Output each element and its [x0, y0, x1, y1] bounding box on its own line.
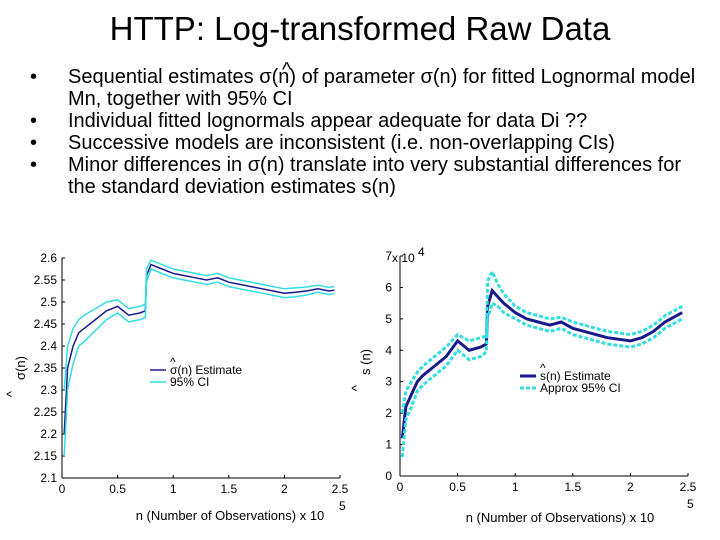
bullet-item: • Minor differences in σ(n) translate int… — [30, 154, 710, 198]
estimate-line — [63, 263, 335, 435]
y-tick-label: 4 — [385, 343, 392, 357]
y-tick-label: 2.1 — [40, 471, 57, 485]
y-tick-label: 2.55 — [34, 273, 58, 287]
legend-label-estimate: s(n) Estimate — [540, 369, 611, 383]
x-axis-exponent: 5 — [687, 497, 694, 511]
x-tick-label: 1.5 — [220, 482, 237, 496]
x-tick-label: 2.5 — [680, 480, 697, 494]
y-tick-label: 2 — [385, 406, 392, 420]
legend-label-ci: Approx 95% CI — [540, 381, 621, 395]
y-tick-label: 2.4 — [40, 339, 57, 353]
x-tick-label: 0.5 — [109, 482, 126, 496]
y-axis-label: σ(n) — [13, 356, 28, 380]
legend-label-ci: 95% CI — [170, 375, 209, 389]
x-tick-label: 1 — [512, 480, 519, 494]
x-axis-label: n (Number of Observations) x 10 — [466, 510, 655, 525]
x-tick-label: 0 — [59, 482, 66, 496]
bullet-dot: • — [30, 66, 38, 88]
x-axis-label: n (Number of Observations) x 10 — [136, 508, 325, 523]
y-axis-label: s (n) — [358, 349, 373, 375]
x-tick-label: 1.5 — [564, 480, 581, 494]
ci-line — [400, 268, 683, 414]
estimate-line — [400, 287, 683, 439]
x-tick-label: 2 — [281, 482, 288, 496]
y-tick-label: 2.5 — [40, 295, 57, 309]
y-tick-label: 3 — [385, 375, 392, 389]
ci-line — [63, 259, 335, 391]
y-tick-label: 5 — [385, 312, 392, 326]
y-tick-label: 2.3 — [40, 383, 57, 397]
hat-accent: ^ — [282, 59, 292, 81]
bullet-text: Successive models are inconsistent (i.e.… — [68, 132, 615, 154]
y-tick-label: 7 — [385, 249, 392, 263]
y-axis-label-hat: ^ — [4, 390, 19, 397]
bullet-dot: • — [30, 132, 38, 154]
bullet-list: • Sequential estimates σ(n) of parameter … — [30, 66, 710, 198]
bullet-item: • Successive models are inconsistent (i.e… — [30, 132, 710, 154]
bullet-dot: • — [30, 154, 38, 176]
x-tick-label: 0 — [397, 480, 404, 494]
legend-hat: ^ — [170, 355, 176, 369]
y-tick-label: 2.45 — [34, 317, 58, 331]
y-tick-label: 2.6 — [40, 251, 57, 265]
y-tick-label: 2.25 — [34, 405, 58, 419]
legend-label-estimate: σ(n) Estimate — [170, 363, 242, 377]
bullet-item: • Individual fitted lognormals appear ade… — [30, 110, 710, 132]
y-multiplier: x 10 — [392, 251, 415, 265]
y-tick-label: 2.15 — [34, 449, 58, 463]
ci-line — [63, 268, 335, 457]
bullet-text: Individual fitted lognormals appear adeq… — [68, 110, 588, 132]
bullet-dot: • — [30, 110, 38, 132]
legend-hat: ^ — [540, 361, 546, 375]
y-tick-label: 1 — [385, 438, 392, 452]
bullet-text: Minor differences in σ(n) translate into… — [68, 154, 682, 198]
x-tick-label: 2.5 — [332, 482, 349, 496]
x-axis-exponent: 5 — [339, 499, 346, 513]
bullet-text: Sequential estimates σ(n) of parameter σ… — [68, 66, 696, 110]
x-tick-label: 0.5 — [449, 480, 466, 494]
y-tick-label: 2.2 — [40, 427, 57, 441]
x-tick-label: 2 — [627, 480, 634, 494]
slide-title: HTTP: Log-transformed Raw Data — [109, 10, 611, 47]
bullet-item: • Sequential estimates σ(n) of parameter … — [30, 66, 710, 110]
x-tick-label: 1 — [170, 482, 177, 496]
y-tick-label: 6 — [385, 280, 392, 294]
y-multiplier-exponent: 4 — [418, 245, 425, 259]
y-tick-label: 0 — [385, 469, 392, 483]
ci-line — [400, 300, 683, 458]
y-tick-label: 2.35 — [34, 361, 58, 375]
y-axis-label-hat: ^ — [349, 384, 364, 391]
